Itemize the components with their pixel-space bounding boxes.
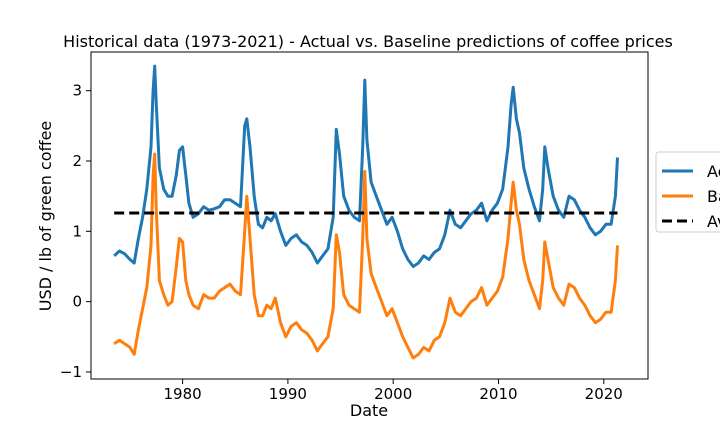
- x-tick-label: 1990: [269, 385, 307, 403]
- y-tick-label: 2: [72, 152, 82, 170]
- y-axis: −1 0 1 2 3: [60, 82, 91, 381]
- x-tick-label: 1980: [164, 385, 202, 403]
- y-tick-label: −1: [60, 363, 82, 381]
- x-tick-label: 2020: [585, 385, 623, 403]
- y-tick-label: 0: [72, 293, 82, 311]
- y-axis-label: USD / lb of green coffee: [36, 121, 55, 312]
- legend: Ac Ba Av: [655, 151, 720, 233]
- legend-label-3: Av: [707, 212, 720, 231]
- x-axis-label: Date: [350, 401, 388, 420]
- chart-title: Historical data (1973-2021) - Actual vs.…: [63, 32, 673, 51]
- axes-frame: [90, 51, 649, 380]
- series-line-1: [113, 64, 619, 268]
- legend-label-2: Ba: [707, 187, 720, 206]
- y-tick-label: 1: [72, 222, 82, 240]
- x-tick-label: 2010: [479, 385, 517, 403]
- x-tick-label: 2000: [374, 385, 412, 403]
- y-tick-label: 3: [72, 82, 82, 100]
- series-line-2: [113, 152, 619, 360]
- plot-area: [113, 64, 619, 360]
- legend-label-1: Ac: [707, 162, 720, 181]
- x-axis: 1980 1990 2000 2010 2020: [164, 379, 623, 403]
